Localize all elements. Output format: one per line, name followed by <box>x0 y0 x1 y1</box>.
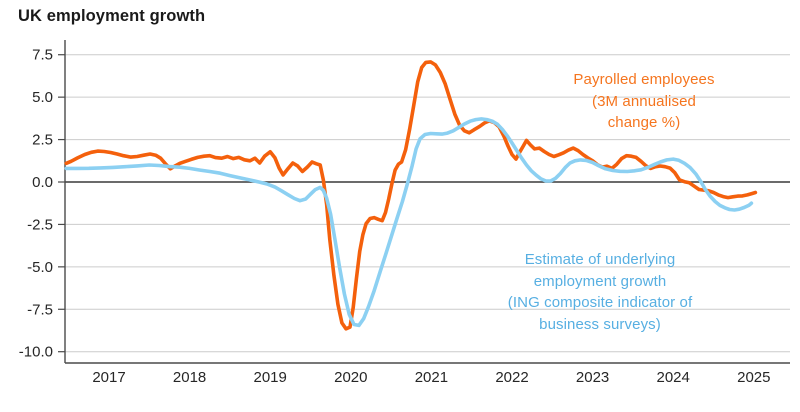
y-tick-label: 2.5 <box>32 132 53 149</box>
x-tick-label: 2024 <box>657 369 690 386</box>
x-tick-label: 2022 <box>495 369 528 386</box>
x-tick-label: 2019 <box>254 369 287 386</box>
x-tick-label: 2017 <box>92 369 125 386</box>
x-tick-label: 2018 <box>173 369 206 386</box>
y-tick-label: 5.0 <box>32 89 53 106</box>
y-tick-label: -10.0 <box>19 344 53 361</box>
y-tick-label: 0.0 <box>32 174 53 191</box>
tick-labels: 7.5 5.0 2.5 0.0 -2.5 -5.0 -7.5 -10.0 2017 2018 201… <box>19 47 771 386</box>
y-tick-label: 7.5 <box>32 47 53 64</box>
y-gridlines <box>65 54 790 353</box>
x-tick-label: 2020 <box>334 369 367 386</box>
x-tick-label: 2021 <box>415 369 448 386</box>
ing-indicator-line <box>64 117 754 328</box>
ing-indicator-label: Estimate of underlying employment growth… <box>507 251 693 333</box>
payrolled-employees-line <box>64 60 758 331</box>
payrolled-employees-label: Payrolled employees (3M annualised chang… <box>573 71 715 131</box>
y-tick-label: -2.5 <box>27 216 53 233</box>
y-tick-label: -7.5 <box>27 301 53 318</box>
axes <box>58 40 790 364</box>
page-title: UK employment growth <box>18 7 206 25</box>
x-tick-label: 2023 <box>576 369 609 386</box>
x-tick-label: 2025 <box>737 369 770 386</box>
series-lines <box>64 60 758 331</box>
y-tick-label: -5.0 <box>27 259 53 276</box>
